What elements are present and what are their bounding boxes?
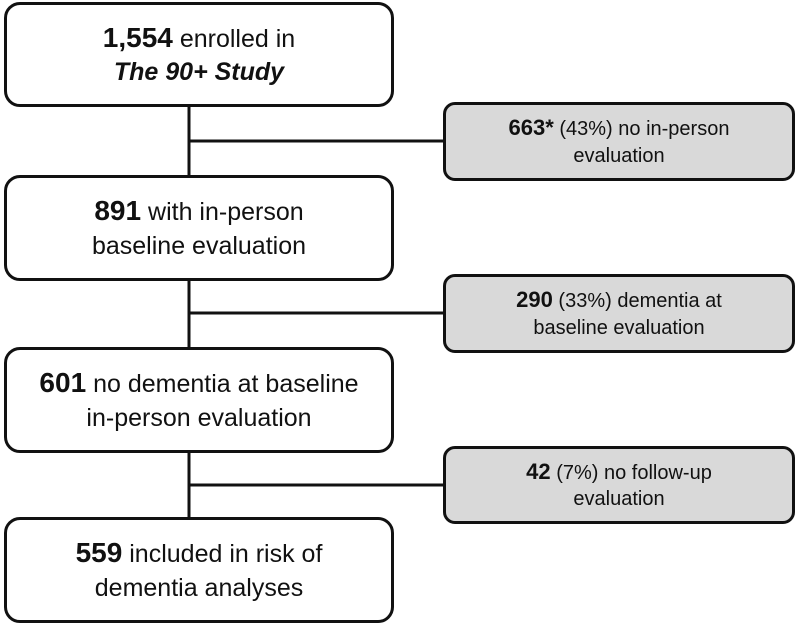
no-dementia-text: no dementia at baseline: [93, 370, 359, 399]
in-person-line-1: 891 with in-person: [94, 193, 303, 230]
no-dementia-count: 601: [39, 367, 87, 399]
included-count: 559: [75, 537, 123, 569]
dementia-baseline-text: dementia at: [617, 290, 722, 313]
no-follow-up-count: 42: [526, 458, 551, 484]
dementia-baseline-percent: (33%): [558, 290, 612, 313]
enrolled-line-1: 1,554 enrolled in: [103, 20, 295, 57]
no-dementia-line-2: in-person evaluation: [86, 403, 312, 432]
no-follow-up-percent: (7%): [556, 461, 599, 484]
in-person-box: 891 with in-person baseline evaluation: [4, 175, 394, 281]
no-in-person-line-2: evaluation: [573, 144, 665, 167]
dementia-baseline-count: 290: [516, 287, 553, 313]
in-person-count: 891: [94, 195, 142, 227]
no-follow-up-box: 42 (7%) no follow-up evaluation: [443, 446, 795, 524]
included-line-1: 559 included in risk of: [76, 535, 323, 572]
no-follow-up-line-2: evaluation: [573, 488, 665, 511]
dementia-baseline-line-1: 290 (33%) dementia at: [516, 286, 722, 315]
in-person-line-2: baseline evaluation: [91, 231, 307, 260]
no-in-person-box: 663* (43%) no in-person evaluation: [443, 102, 795, 181]
no-in-person-percent: (43%): [559, 118, 613, 141]
dementia-baseline-box: 290 (33%) dementia at baseline evaluatio…: [443, 274, 795, 353]
no-in-person-count: 663*: [508, 115, 554, 141]
no-dementia-line-1: 601 no dementia at baseline: [39, 365, 358, 402]
in-person-text: with in-person: [148, 198, 304, 227]
no-follow-up-line-1: 42 (7%) no follow-up: [526, 458, 712, 487]
no-dementia-box: 601 no dementia at baseline in-person ev…: [4, 347, 394, 453]
included-box: 559 included in risk of dementia analyse…: [4, 517, 394, 623]
no-in-person-text: no in-person: [618, 118, 730, 141]
included-line-2: dementia analyses: [94, 573, 304, 602]
included-text: included in risk of: [129, 540, 323, 569]
dementia-baseline-line-2: baseline evaluation: [533, 316, 705, 339]
enrolled-box: 1,554 enrolled in The 90+ Study: [4, 2, 394, 107]
enrolled-count: 1,554: [102, 21, 173, 53]
study-name: The 90+ Study: [113, 58, 285, 87]
no-in-person-line-1: 663* (43%) no in-person: [509, 114, 730, 143]
no-follow-up-text: no follow-up: [604, 461, 712, 484]
enrolled-text: enrolled in: [179, 24, 296, 53]
